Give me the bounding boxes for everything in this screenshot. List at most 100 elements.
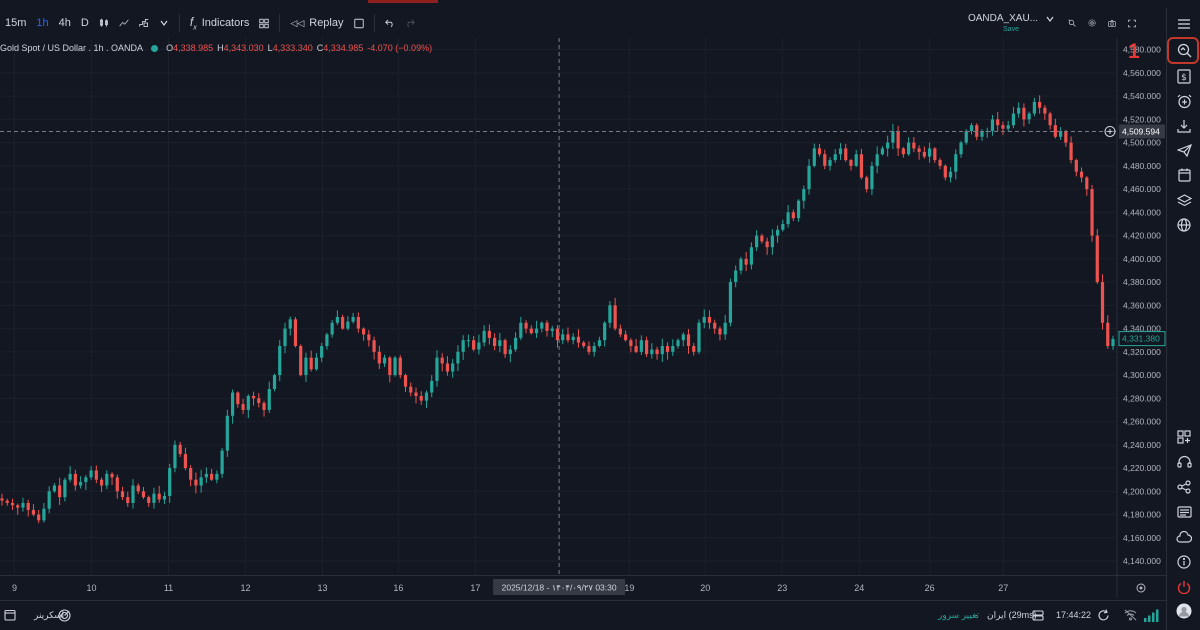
- candle-body: [561, 334, 565, 341]
- interval-4h[interactable]: 4h: [58, 17, 71, 29]
- layout-grid-icon[interactable]: [254, 13, 274, 33]
- paper-plane-icon[interactable]: [1167, 138, 1200, 162]
- candlestick-style-icon[interactable]: [94, 13, 114, 33]
- candle-body: [246, 396, 250, 410]
- candle-body: [728, 282, 733, 323]
- candle-body: [702, 316, 706, 323]
- candle-body: [597, 340, 602, 347]
- x-axis-tick-label: 11: [164, 583, 173, 593]
- candle-body: [1043, 107, 1047, 114]
- y-axis-tick-label: 4,360.000: [1123, 300, 1161, 310]
- interval-1h[interactable]: 1h: [36, 17, 49, 29]
- info-icon[interactable]: [1167, 550, 1200, 574]
- candle-body: [194, 479, 198, 486]
- candle-body: [901, 148, 905, 155]
- candle-body: [723, 322, 727, 335]
- signal-off-icon[interactable]: [1124, 601, 1137, 629]
- candle-body: [1001, 125, 1005, 129]
- candle-body: [251, 396, 256, 399]
- fullscreen-box-icon[interactable]: [349, 13, 369, 33]
- user-avatar-icon[interactable]: [1167, 599, 1200, 623]
- candle-body: [938, 160, 942, 166]
- candle-body: [73, 473, 77, 486]
- candle-body: [854, 154, 858, 166]
- x-axis-tick-label: 27: [998, 583, 1008, 593]
- replay-button[interactable]: ◁◁ Replay: [285, 8, 348, 38]
- chart-legend: Gold Spot / US Dollar . 1h . OANDA O 4,3…: [0, 43, 432, 53]
- candle-body: [120, 491, 125, 498]
- candle-body: [325, 334, 329, 347]
- fullscreen-icon[interactable]: [1122, 13, 1142, 33]
- cloud-icon[interactable]: [1167, 525, 1200, 549]
- camera-icon[interactable]: [1102, 13, 1122, 33]
- undo-icon[interactable]: [380, 13, 400, 33]
- alarm-add-icon[interactable]: [1167, 89, 1200, 113]
- x-axis-tick-label: 17: [470, 583, 480, 593]
- widgets-icon[interactable]: [1167, 425, 1200, 449]
- globe-icon[interactable]: [1167, 213, 1200, 237]
- candle-body: [272, 375, 277, 390]
- y-axis-tick-label: 4,260.000: [1123, 417, 1161, 427]
- candle-body: [990, 119, 995, 131]
- y-axis-tick-label: 4,160.000: [1123, 533, 1161, 543]
- line-chart-icon[interactable]: [114, 13, 134, 33]
- candle-body: [367, 334, 371, 341]
- candle-body: [844, 148, 848, 161]
- candle-body: [278, 346, 282, 376]
- candle-body: [299, 346, 303, 376]
- indicators-button[interactable]: fx Indicators: [185, 8, 255, 38]
- legend-open-label: O: [166, 43, 174, 53]
- price-chart[interactable]: 4,140.000 4,160.000 4,180.000 4,200.000 4,22…: [0, 38, 1166, 598]
- dollar-icon[interactable]: $: [1167, 64, 1200, 88]
- candle-body: [241, 404, 245, 410]
- symbol-selector[interactable]: OANDA_XAU... Save: [962, 8, 1060, 38]
- legend-low-value: 4,333.340: [272, 43, 313, 53]
- indicators-label: Indicators: [201, 17, 250, 29]
- candle-body: [545, 322, 549, 331]
- step-chart-icon[interactable]: [134, 13, 154, 33]
- candle-body: [1011, 113, 1016, 126]
- toolbar-divider: [178, 14, 180, 32]
- screener-icon[interactable]: [58, 601, 71, 629]
- candle-body: [477, 342, 481, 350]
- candle-body: [178, 444, 182, 455]
- redo-icon[interactable]: [400, 13, 420, 33]
- y-axis-tick-label: 4,520.000: [1123, 114, 1161, 124]
- share-icon[interactable]: [1167, 475, 1200, 499]
- chevron-down-icon: [1046, 16, 1054, 22]
- candle-body: [63, 479, 67, 498]
- candle-body: [403, 375, 408, 387]
- zoom-search-icon[interactable]: [1062, 13, 1082, 33]
- headset-icon[interactable]: [1167, 450, 1200, 474]
- candle-body: [660, 346, 664, 355]
- power-icon[interactable]: [1167, 575, 1200, 599]
- y-axis-tick-label: 4,280.000: [1123, 393, 1161, 403]
- candle-body: [760, 235, 764, 242]
- calendar-icon[interactable]: [1167, 163, 1200, 187]
- candle-body: [629, 340, 633, 347]
- calendar-range-icon[interactable]: [4, 601, 16, 629]
- chevron-down-icon[interactable]: [154, 13, 174, 33]
- interval-d[interactable]: D: [80, 17, 89, 29]
- candle-body: [513, 337, 518, 350]
- last-price-label-bg: [1118, 331, 1166, 347]
- candle-body: [907, 142, 911, 155]
- x-axis-tick-label: 24: [854, 583, 864, 593]
- server-change-link[interactable]: تغییر سرور: [938, 609, 979, 620]
- candle-body: [320, 346, 324, 358]
- layers-icon[interactable]: [1167, 188, 1200, 212]
- candle-body: [1064, 130, 1068, 143]
- refresh-icon[interactable]: [1097, 601, 1110, 629]
- interval-15m[interactable]: 15m: [5, 17, 27, 29]
- menu-icon[interactable]: [1167, 12, 1200, 36]
- toolbar-divider: [279, 14, 281, 32]
- news-icon[interactable]: [1167, 500, 1200, 524]
- download-icon[interactable]: [1167, 114, 1200, 138]
- settings-gear-icon[interactable]: [1082, 13, 1102, 33]
- save-status[interactable]: Save: [1003, 26, 1019, 33]
- y-axis-tick-label: 4,580.000: [1123, 45, 1161, 55]
- screener-label[interactable]: اسکرینر: [34, 609, 65, 620]
- candle-body: [765, 241, 769, 248]
- zoom-search-icon[interactable]: [1167, 38, 1200, 62]
- y-axis-tick-label: 4,380.000: [1123, 277, 1161, 287]
